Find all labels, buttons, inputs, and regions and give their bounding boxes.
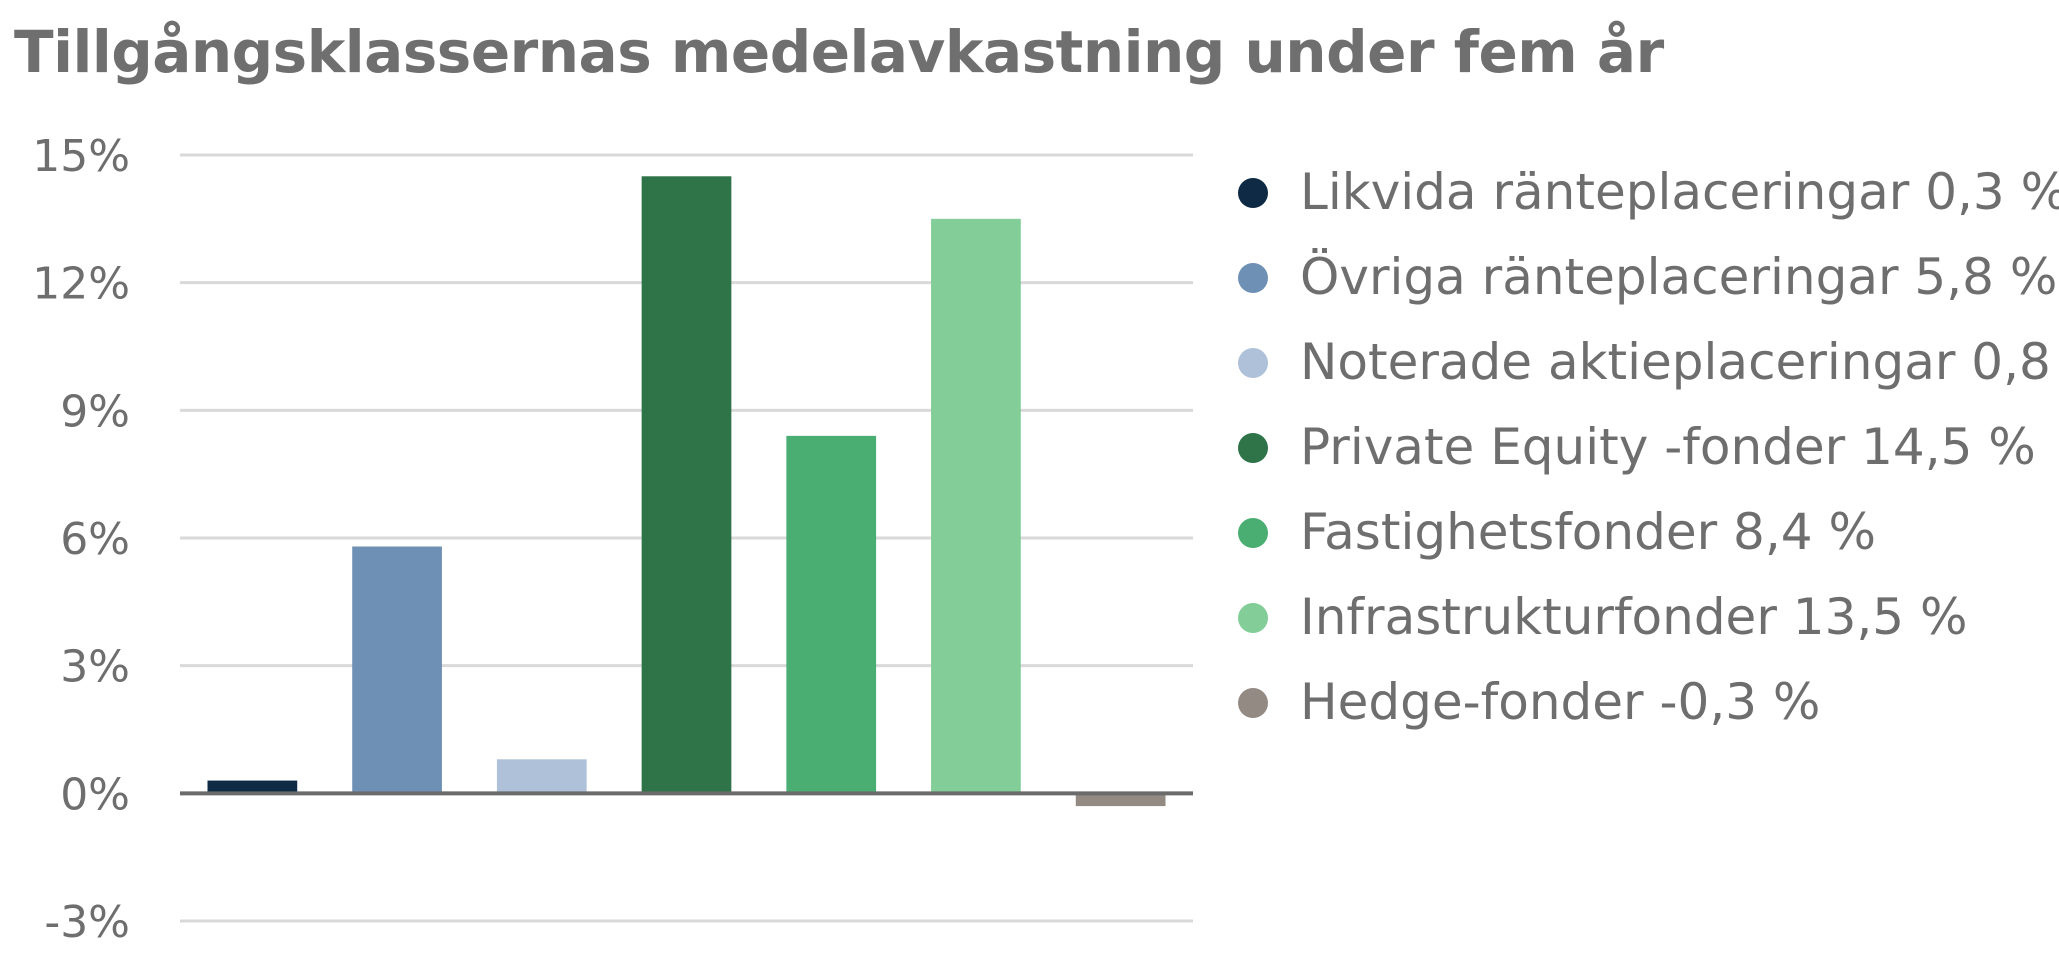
bar (641, 176, 732, 794)
legend-item: Fastighetsfonder 8,4 % (1238, 490, 2053, 575)
legend-marker (1238, 263, 1268, 293)
legend-item: Noterade aktieplaceringar 0,8 % (1238, 320, 2059, 405)
y-tick-label: 6% (60, 514, 130, 565)
legend-marker (1238, 433, 1268, 463)
y-tick-label: 0% (60, 769, 130, 820)
legend-label: Infrastrukturfonder 13,5 % (1300, 588, 1968, 646)
legend-item: Private Equity -fonder 14,5 % (1238, 405, 2053, 490)
y-tick-label: 12% (32, 259, 130, 310)
legend-label: Fastighetsfonder 8,4 % (1300, 503, 1876, 561)
legend-label: Likvida ränteplaceringar 0,3 % (1300, 163, 2059, 221)
legend-marker (1238, 688, 1268, 718)
legend-item: Övriga ränteplaceringar 5,8 % (1238, 235, 2057, 320)
legend-label: Hedge-fonder -0,3 % (1300, 673, 1821, 731)
y-axis-labels: -3% 0% 3% 6% 9% 12% 15% (32, 131, 130, 948)
bar (931, 218, 1021, 794)
y-tick-label: 15% (32, 131, 130, 182)
bar (207, 780, 298, 794)
bars (207, 176, 1166, 807)
legend-label: Övriga ränteplaceringar 5,8 % (1300, 248, 2058, 306)
legend-marker (1238, 178, 1268, 208)
legend-item: Likvida ränteplaceringar 0,3 % (1238, 150, 2059, 235)
legend-item: Infrastrukturfonder 13,5 % (1238, 575, 2053, 660)
bar (786, 435, 877, 794)
legend-marker (1238, 348, 1268, 378)
legend-marker (1238, 518, 1268, 548)
legend-item: Hedge-fonder -0,3 % (1238, 660, 2053, 745)
legend-label: Noterade aktieplaceringar 0,8 % (1300, 333, 2059, 391)
bar (1075, 793, 1166, 807)
bar (496, 759, 587, 794)
bar (352, 546, 442, 794)
y-tick-label: 3% (60, 642, 130, 693)
bar-chart: -3% 0% 3% 6% 9% 12% 15% (32, 131, 1193, 948)
y-tick-label: 9% (60, 386, 130, 437)
legend-marker (1238, 603, 1268, 633)
legend: Likvida ränteplaceringar 0,3 % Övriga rän… (1238, 150, 2059, 745)
chart-title: Tillgångsklassernas medelavkastning unde… (14, 18, 1664, 86)
legend-label: Private Equity -fonder 14,5 % (1300, 418, 2036, 476)
y-tick-label: -3% (44, 897, 130, 948)
